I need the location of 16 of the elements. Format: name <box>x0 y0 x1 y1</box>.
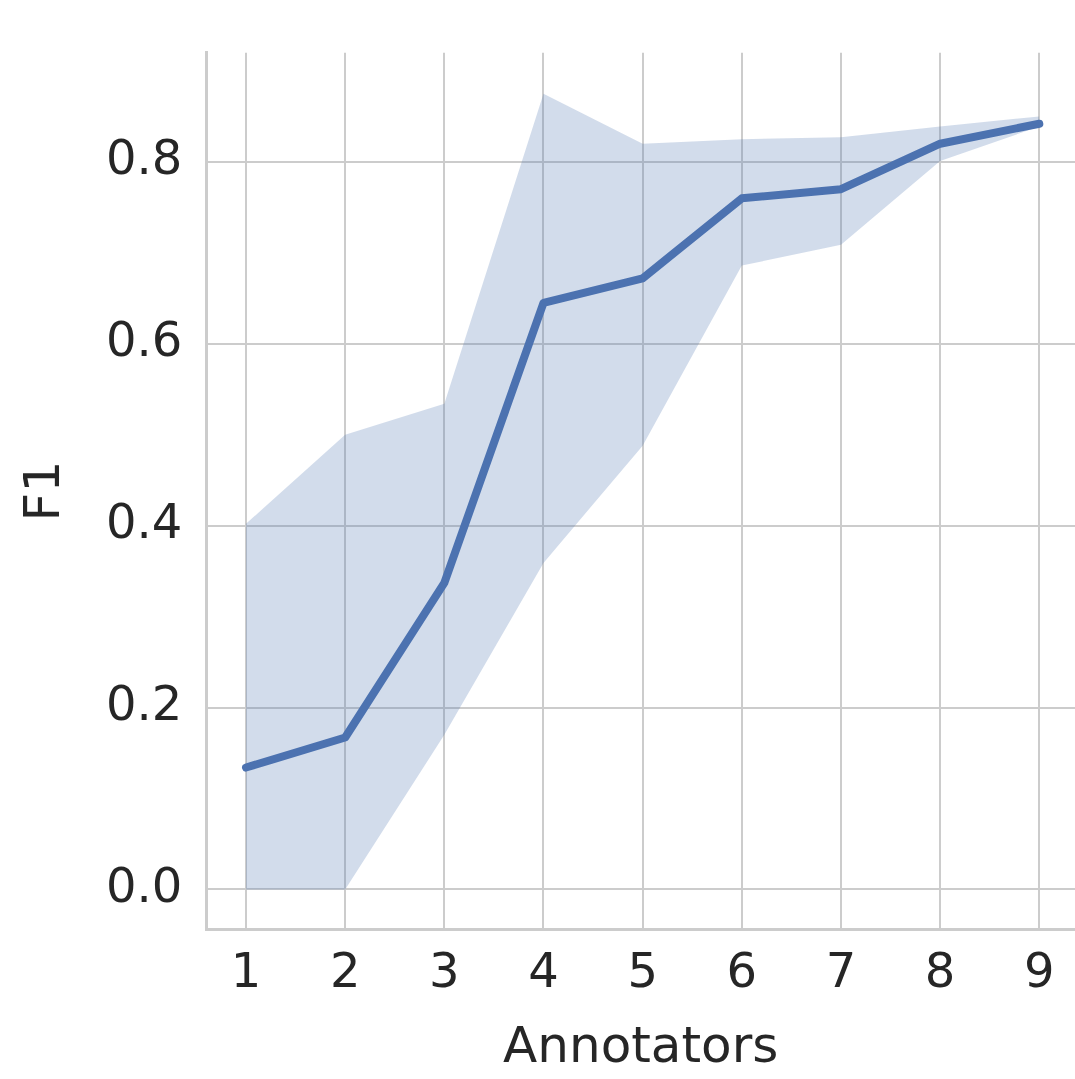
x-tick-label: 2 <box>329 941 361 998</box>
y-axis-title: F1 <box>12 460 71 522</box>
x-tick-label: 8 <box>924 941 956 998</box>
x-axis-title: Annotators <box>503 1015 779 1074</box>
y-tick-label: 0.8 <box>105 129 183 186</box>
y-tick-label: 0.2 <box>105 674 183 731</box>
y-tick-label: 0.6 <box>105 311 183 368</box>
x-tick-label: 1 <box>230 941 262 998</box>
x-tick-label: 3 <box>429 941 460 998</box>
x-tick-label: 9 <box>1024 941 1055 998</box>
x-tick-label: 4 <box>528 941 559 998</box>
x-tick-label: 6 <box>726 941 758 998</box>
x-tick-label: 5 <box>627 941 658 998</box>
y-tick-label: 0.0 <box>105 856 183 913</box>
y-tick-label: 0.4 <box>105 493 183 550</box>
x-tick-label: 7 <box>825 941 857 998</box>
